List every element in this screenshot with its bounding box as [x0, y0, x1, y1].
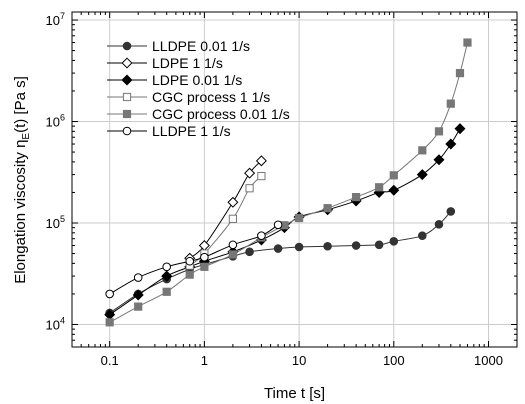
- data-point: [185, 256, 195, 266]
- data-point: [445, 138, 457, 150]
- data-point: [351, 241, 361, 250]
- data-point: [161, 270, 173, 282]
- y-axis-title-subscript: E: [21, 133, 32, 140]
- data-point: [389, 237, 399, 246]
- data-series: [104, 38, 472, 327]
- data-point: [434, 127, 444, 136]
- legend-entry: LLDPE 1 1/s: [107, 123, 231, 139]
- legend-label: LDPE 0.01 1/s: [152, 72, 242, 88]
- data-point: [257, 171, 266, 181]
- data-point: [455, 68, 465, 78]
- y-tick-label-exponent: 4: [60, 315, 65, 325]
- y-tick-label-base: 10: [46, 13, 60, 28]
- y-axis-title-tail: (t) [Pa s]: [12, 76, 29, 133]
- x-tick-label: 10: [292, 353, 306, 368]
- legend-label: LLDPE 1 1/s: [152, 123, 231, 139]
- data-point: [417, 231, 427, 240]
- axis-ticks: [71, 12, 518, 348]
- y-tick-label-base: 10: [46, 216, 60, 231]
- legend-marker: [121, 74, 133, 86]
- data-point: [446, 207, 456, 216]
- x-tick-labels: 0.1 1 10 100 1000: [101, 353, 503, 368]
- data-point: [374, 240, 384, 250]
- data-point: [446, 99, 455, 108]
- legend-label: LLDPE 0.01 1/s: [152, 38, 250, 54]
- data-point: [244, 167, 256, 179]
- y-tick-label: 106: [46, 113, 65, 130]
- x-tick-label: 1000: [474, 353, 503, 368]
- data-point: [162, 262, 172, 272]
- data-point: [228, 250, 237, 259]
- legend-label: CGC process 0.01 1/s: [152, 106, 290, 122]
- data-point: [227, 196, 239, 208]
- y-tick-label: 107: [46, 11, 65, 28]
- data-point: [255, 155, 267, 167]
- data-point: [375, 183, 384, 192]
- y-tick-label-exponent: 5: [60, 214, 65, 224]
- y-tick-label-base: 10: [46, 115, 60, 130]
- data-point: [323, 204, 332, 213]
- y-axis-title: Elongation viscosity ηE(t) [Pa s]: [12, 76, 32, 284]
- legend-marker: [121, 57, 133, 69]
- legend-marker: [122, 41, 132, 51]
- data-point: [200, 252, 209, 262]
- data-point: [134, 302, 143, 311]
- legend-entry: CGC process 1 1/s: [107, 89, 270, 105]
- y-tick-label-base: 10: [46, 317, 60, 332]
- data-point: [245, 247, 254, 257]
- legend-marker: [122, 109, 132, 119]
- data-point: [434, 220, 444, 229]
- legend-entry: LDPE 1 1/s: [107, 55, 223, 71]
- data-point: [294, 242, 304, 252]
- data-point: [463, 38, 472, 47]
- x-tick-label: 100: [383, 353, 405, 368]
- data-point: [162, 287, 171, 296]
- data-point: [389, 171, 398, 180]
- data-point: [454, 123, 466, 135]
- data-point: [105, 289, 114, 299]
- data-point: [105, 318, 114, 327]
- y-tick-label-exponent: 6: [60, 113, 65, 123]
- series-5: [105, 220, 283, 299]
- data-point: [388, 184, 400, 196]
- data-point: [132, 289, 144, 301]
- data-point: [257, 231, 266, 240]
- legend-marker: [122, 126, 132, 136]
- series-line: [109, 211, 452, 314]
- data-point: [352, 192, 361, 202]
- series-4: [105, 38, 472, 327]
- data-point: [228, 240, 238, 250]
- x-tick-label: 1: [201, 353, 208, 368]
- data-point: [418, 146, 427, 155]
- legend-entry: CGC process 0.01 1/s: [107, 106, 290, 122]
- data-point: [228, 214, 237, 223]
- data-point: [273, 244, 283, 253]
- y-tick-label: 105: [46, 214, 65, 231]
- legend-label: LDPE 1 1/s: [152, 55, 223, 71]
- legend-label: CGC process 1 1/s: [152, 89, 270, 105]
- x-axis-title: Time t [s]: [264, 385, 325, 402]
- y-axis-title-main: Elongation viscosity η: [12, 140, 29, 284]
- legend-entry: LDPE 0.01 1/s: [107, 72, 242, 88]
- data-point: [273, 220, 283, 230]
- legend-entry: LLDPE 0.01 1/s: [107, 38, 250, 54]
- data-point: [185, 270, 194, 279]
- y-tick-label: 104: [46, 315, 65, 332]
- legend-marker: [122, 92, 132, 102]
- data-point: [416, 169, 428, 181]
- x-tick-label: 0.1: [101, 353, 119, 368]
- data-point: [133, 273, 143, 282]
- series-1: [184, 155, 267, 264]
- y-tick-label-exponent: 7: [60, 11, 65, 21]
- data-point: [200, 262, 209, 271]
- data-point: [294, 213, 304, 223]
- data-point: [433, 154, 445, 166]
- data-point: [323, 241, 332, 251]
- data-point: [245, 184, 254, 193]
